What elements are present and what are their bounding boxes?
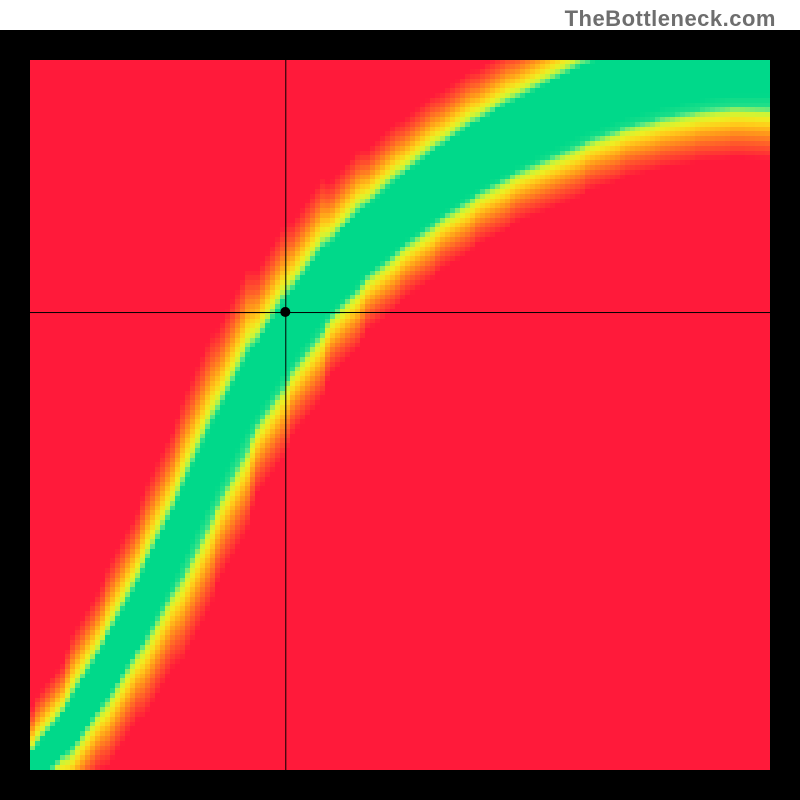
heatmap-canvas-wrap [30, 60, 770, 770]
heatmap-canvas [30, 60, 770, 770]
watermark-text: TheBottleneck.com [565, 6, 776, 32]
